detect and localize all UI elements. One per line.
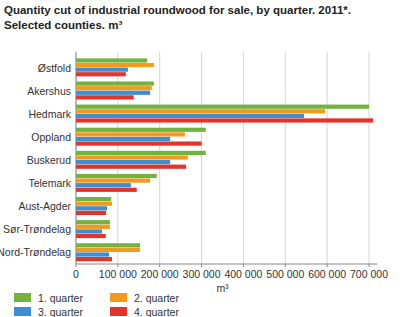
bar (76, 91, 150, 95)
bar (76, 132, 185, 136)
bar (76, 220, 110, 224)
bar (76, 188, 137, 192)
bar (76, 137, 170, 141)
bar (76, 202, 112, 206)
grid-line (243, 52, 244, 264)
bar (76, 68, 128, 72)
legend-swatch (14, 293, 31, 302)
grid-line (327, 52, 328, 264)
bar (76, 151, 206, 155)
axis-label: m³ (216, 282, 229, 294)
category-label: Akershus (27, 85, 71, 97)
bar (76, 229, 102, 233)
legend-label: 4. quarter (134, 306, 179, 317)
legend: 1. quarter 2. quarter 3. quarter 4. quarter (14, 292, 179, 317)
bar (76, 197, 111, 201)
bar (76, 72, 126, 76)
subtitle: Selected counties. m³ (4, 19, 122, 31)
tick-label: 400 000 (224, 268, 262, 280)
bar (76, 211, 106, 215)
category-label: Oppland (31, 131, 71, 143)
tick-label: 0 (73, 268, 79, 280)
grid-line (369, 52, 370, 264)
bar (76, 234, 106, 238)
legend-label: 1. quarter (38, 292, 83, 304)
grid-line (285, 52, 286, 264)
bar (76, 114, 304, 118)
bar (76, 160, 170, 164)
category-label: Nord-Trøndelag (0, 246, 71, 258)
legend-swatch (110, 307, 127, 316)
category-label: Sør-Trøndelag (3, 223, 71, 235)
bar (76, 179, 150, 183)
tick-label: 200 000 (141, 268, 179, 280)
bar (76, 174, 157, 178)
legend-swatch (110, 293, 127, 302)
bar (76, 183, 131, 187)
category-label: Telemark (28, 177, 71, 189)
legend-label: 3. quarter (38, 306, 83, 317)
category-label: Buskerud (27, 154, 72, 166)
bar (76, 63, 154, 67)
tick-label: 500 000 (266, 268, 304, 280)
bar (76, 243, 140, 247)
tick-label: 100 000 (99, 268, 137, 280)
bar (76, 105, 369, 109)
bar (76, 206, 107, 210)
bar (76, 81, 154, 85)
bar (76, 86, 152, 90)
bar (76, 248, 140, 252)
bar (76, 141, 202, 145)
category-label: Østfold (38, 62, 71, 74)
bar (76, 257, 112, 261)
tick-label: 700 000 (350, 268, 388, 280)
category-label: Hedmark (28, 108, 71, 120)
legend-swatch (14, 307, 31, 316)
bar (76, 155, 188, 159)
bar (76, 118, 373, 122)
bar (76, 58, 147, 62)
tick-label: 300 000 (183, 268, 221, 280)
bar (76, 95, 134, 99)
grid (76, 52, 369, 267)
bar (76, 225, 110, 229)
grid-line (201, 52, 202, 264)
bar (76, 252, 109, 256)
bars (76, 58, 373, 261)
chart: Quantity cut of industrial roundwood for… (0, 0, 400, 317)
category-label: Aust-Agder (18, 200, 71, 212)
bar (76, 165, 186, 169)
title: Quantity cut of industrial roundwood for… (4, 4, 351, 16)
tick-label: 600 000 (308, 268, 346, 280)
legend-label: 2. quarter (134, 292, 179, 304)
x-axis (76, 264, 377, 265)
bar (76, 109, 325, 113)
bar (76, 128, 206, 132)
